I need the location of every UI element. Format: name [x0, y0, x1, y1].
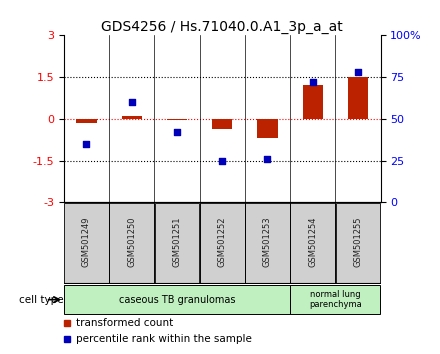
- Text: GSM501249: GSM501249: [82, 216, 91, 267]
- Text: GSM501252: GSM501252: [218, 216, 227, 267]
- Point: [173, 129, 180, 135]
- FancyBboxPatch shape: [200, 203, 245, 283]
- Point: [83, 141, 90, 147]
- FancyBboxPatch shape: [64, 285, 290, 314]
- Text: GSM501253: GSM501253: [263, 216, 272, 267]
- Bar: [303, 85, 323, 119]
- Text: GSM501251: GSM501251: [172, 216, 181, 267]
- FancyBboxPatch shape: [109, 203, 154, 283]
- FancyBboxPatch shape: [290, 203, 335, 283]
- Text: GSM501255: GSM501255: [353, 216, 363, 267]
- Bar: [76, 119, 97, 123]
- Point: [309, 79, 316, 85]
- FancyBboxPatch shape: [245, 203, 290, 283]
- Point: [264, 156, 271, 162]
- Bar: [257, 119, 278, 138]
- Text: GSM501250: GSM501250: [127, 216, 136, 267]
- FancyBboxPatch shape: [290, 285, 380, 314]
- Bar: [212, 119, 232, 129]
- Point: [219, 158, 226, 164]
- Text: caseous TB granulomas: caseous TB granulomas: [119, 295, 235, 305]
- Text: cell type: cell type: [19, 295, 64, 305]
- Bar: [121, 116, 142, 119]
- Text: GSM501254: GSM501254: [308, 216, 317, 267]
- FancyBboxPatch shape: [154, 203, 199, 283]
- FancyBboxPatch shape: [336, 203, 380, 283]
- Bar: [167, 119, 187, 120]
- Text: transformed count: transformed count: [77, 318, 174, 328]
- Point: [128, 99, 135, 105]
- Point: [355, 69, 362, 75]
- FancyBboxPatch shape: [64, 203, 109, 283]
- Bar: [348, 77, 368, 119]
- Text: normal lung
parenchyma: normal lung parenchyma: [309, 290, 362, 309]
- Title: GDS4256 / Hs.71040.0.A1_3p_a_at: GDS4256 / Hs.71040.0.A1_3p_a_at: [101, 21, 343, 34]
- Text: percentile rank within the sample: percentile rank within the sample: [77, 334, 253, 344]
